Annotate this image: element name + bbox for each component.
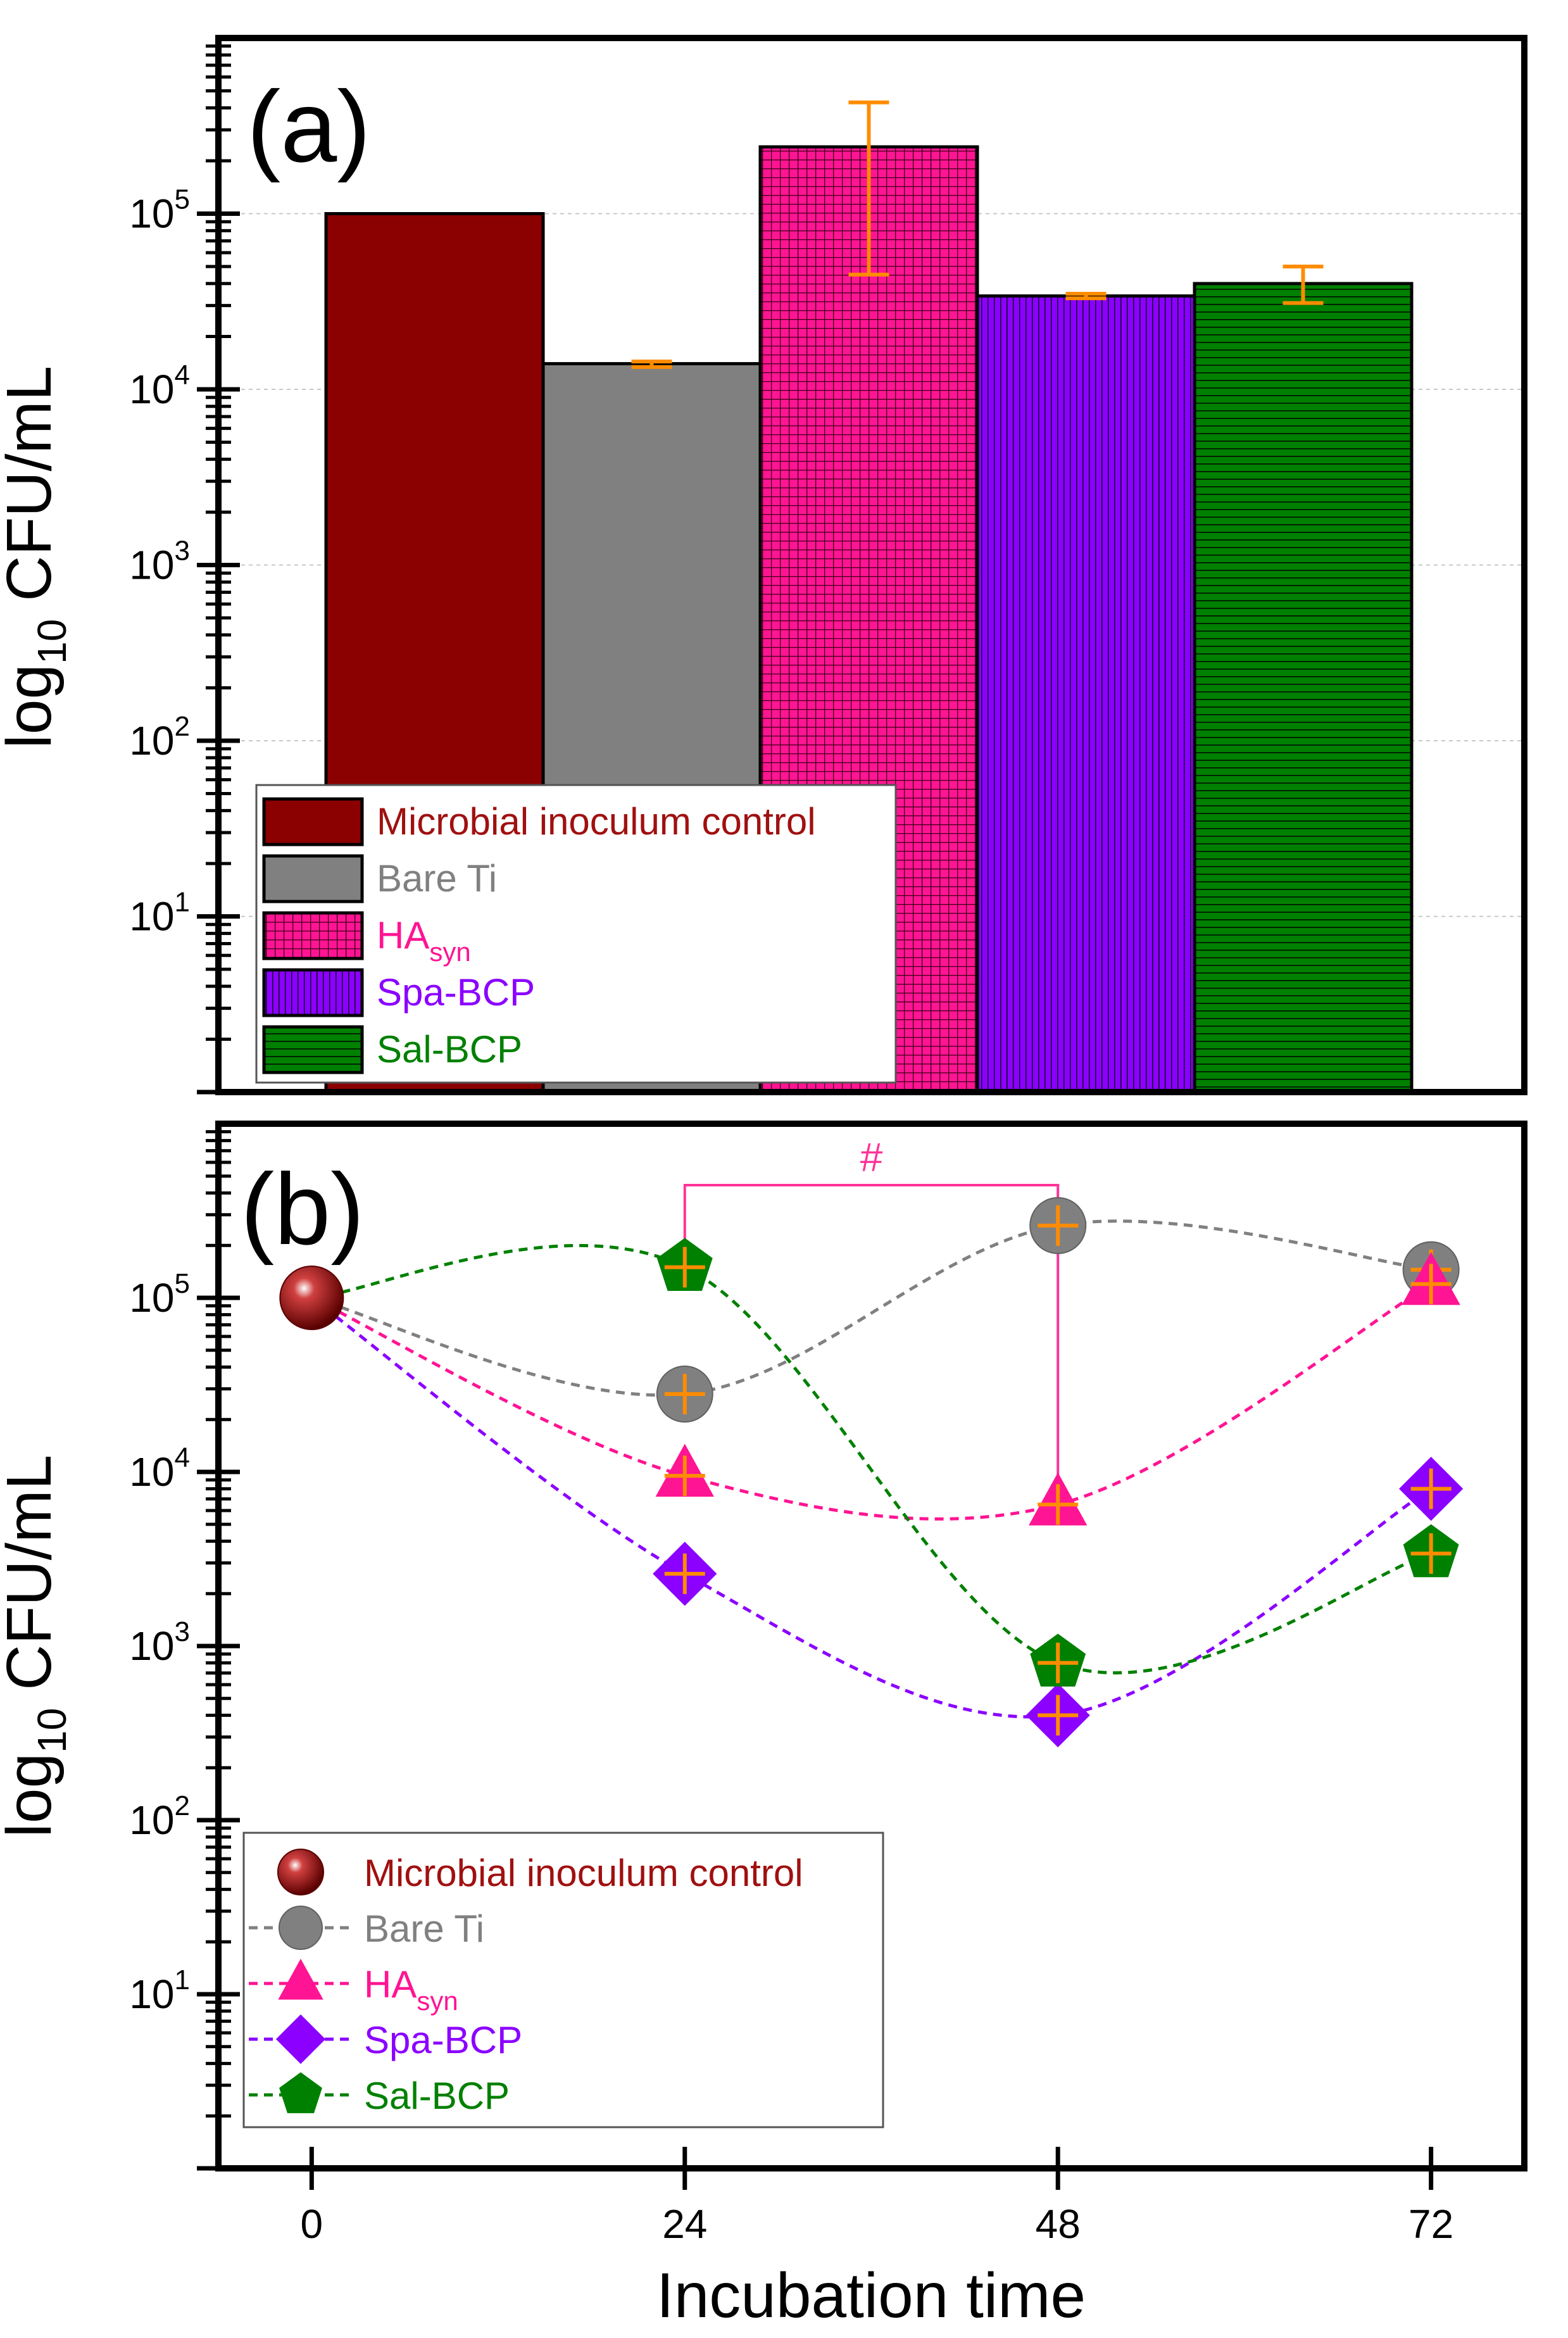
data-point-ha-syn: [1029, 1472, 1088, 1526]
legend-swatch: [262, 854, 364, 903]
panel-a-legend: Microbial inoculum control Bare Ti HAsynSp…: [255, 784, 897, 1084]
legend-swatch: [262, 797, 364, 846]
legend-box: [242, 1832, 884, 2128]
panel-a-y-axis-label: log10 CFU/mL: [0, 366, 75, 749]
y-tick-label: 101: [129, 887, 190, 940]
legend-label: Bare Ti: [364, 1907, 484, 1950]
legend-item: Spa-BCP: [249, 2014, 522, 2065]
panel-b-series-lines: [310, 1219, 1432, 1719]
series-line-spa-bcp: [310, 1296, 1432, 1719]
y-tick-label: 104: [129, 1442, 190, 1495]
legend-label: HAsyn: [377, 914, 471, 967]
panel-b: # 101 102 103 104 105 0 24 48 72 (b) log10 CFU/…: [0, 1121, 1527, 2331]
legend-swatch: [262, 911, 364, 960]
y-tick-label: 102: [129, 1790, 190, 1843]
data-point-spa-bcp: [1025, 1683, 1090, 1748]
y-tick-label: 103: [129, 1616, 190, 1669]
data-point-ha-syn: [655, 1443, 714, 1497]
legend-label: Microbial inoculum control: [377, 800, 816, 843]
series-line-bare-ti: [311, 1219, 1431, 1397]
y-tick-label: 104: [129, 360, 190, 412]
legend-item: Microbial inoculum control: [277, 1849, 803, 1895]
significance-bracket: #: [683, 1134, 1060, 1505]
panel-a-error-bars: [631, 100, 1324, 369]
y-tick-label: 102: [129, 711, 190, 764]
data-point-sal-bcp: [1030, 1633, 1086, 1687]
legend-label: Spa-BCP: [377, 971, 535, 1014]
legend-item: Sal-BCP: [249, 2072, 510, 2117]
y-tick-label: 103: [129, 536, 190, 588]
error-bar: [1283, 265, 1324, 305]
series-line-ha-syn: [311, 1283, 1432, 1521]
panel-a-y-ticks: [197, 44, 240, 1095]
panel-b-legend: Microbial inoculum control Bare Ti HAsynSp…: [242, 1832, 884, 2128]
x-tick-label: 24: [662, 2201, 707, 2247]
data-point-ha-syn: [1402, 1252, 1460, 1305]
data-point-spa-bcp: [1399, 1457, 1464, 1521]
error-bar: [848, 100, 889, 277]
legend-label: Sal-BCP: [364, 2075, 510, 2117]
series-line-sal-bcp: [311, 1243, 1432, 1675]
legend-label: Spa-BCP: [364, 2019, 522, 2061]
error-bar: [631, 360, 672, 369]
x-tick-label: 72: [1408, 2201, 1453, 2247]
panel-a-label: (a): [247, 70, 371, 183]
legend-label: Sal-BCP: [377, 1028, 522, 1071]
bar-sal-bcp: [1193, 282, 1414, 1094]
panel-a: 101 102 103 104 105 (a) log10 CFU/mL Microbi…: [0, 35, 1527, 1095]
data-point-sal-bcp: [656, 1238, 713, 1291]
data-point-spa-bcp: [653, 1542, 717, 1606]
x-tick-label: 0: [301, 2201, 323, 2247]
y-tick-label: 101: [129, 1964, 190, 2017]
panel-b-x-tick-labels: 0 24 48 72: [301, 2201, 1454, 2247]
legend-label: HAsyn: [364, 1963, 458, 2016]
y-tick-label: 105: [129, 1268, 190, 1321]
data-point-microbial-inoculum-control: [279, 1266, 344, 1330]
x-tick-label: 48: [1036, 2201, 1081, 2247]
legend-label: Bare Ti: [377, 857, 497, 900]
bracket-line: [683, 1184, 1060, 1505]
panel-b-label: (b): [241, 1152, 365, 1266]
data-point-bare-ti: [656, 1366, 713, 1423]
data-point-bare-ti: [1029, 1197, 1087, 1254]
significance-marker: #: [860, 1134, 883, 1180]
data-point-sal-bcp: [1403, 1524, 1459, 1578]
legend-swatch: [262, 968, 364, 1017]
panel-b-y-tick-labels: 101 102 103 104 105: [129, 1268, 190, 2017]
legend-label: Microbial inoculum control: [364, 1852, 803, 1894]
y-tick-label: 105: [129, 184, 190, 237]
legend-item: Bare Ti: [249, 1906, 484, 1950]
panel-b-y-axis-label: log10 CFU/mL: [0, 1455, 75, 1838]
legend-swatch: [262, 1025, 364, 1074]
panel-a-y-tick-labels: 101 102 103 104 105: [129, 184, 190, 940]
panel-b-markers: [279, 1197, 1464, 1748]
bar-spa-bcp: [975, 294, 1196, 1094]
panel-b-x-axis-label: Incubation time: [656, 2260, 1086, 2331]
panel-b-ticks: [197, 1130, 1434, 2190]
legend-item: HAsyn: [249, 1958, 458, 2016]
error-bar: [1065, 292, 1107, 301]
